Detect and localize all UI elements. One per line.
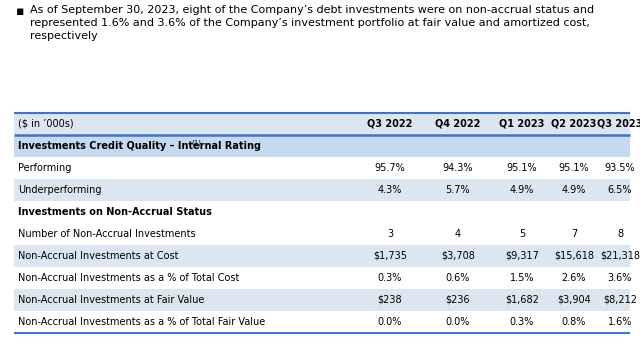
Text: 0.3%: 0.3% xyxy=(378,273,402,283)
Text: Q1 2023: Q1 2023 xyxy=(499,119,545,129)
Text: Performing: Performing xyxy=(18,163,72,173)
Text: 4.9%: 4.9% xyxy=(510,185,534,195)
Text: 1.6%: 1.6% xyxy=(608,317,632,327)
Text: 0.3%: 0.3% xyxy=(510,317,534,327)
Text: 6.5%: 6.5% xyxy=(608,185,632,195)
Text: $15,618: $15,618 xyxy=(554,251,594,261)
Text: respectively: respectively xyxy=(30,31,98,41)
Bar xyxy=(14,245,630,267)
Text: Investments Credit Quality – Internal Rating: Investments Credit Quality – Internal Ra… xyxy=(18,141,264,151)
Bar xyxy=(14,289,630,311)
Text: 5: 5 xyxy=(519,229,525,239)
Text: Non-Accrual Investments at Fair Value: Non-Accrual Investments at Fair Value xyxy=(18,295,204,305)
Text: 2.6%: 2.6% xyxy=(562,273,586,283)
Text: Q3 2022: Q3 2022 xyxy=(367,119,413,129)
Text: 8: 8 xyxy=(617,229,623,239)
Bar xyxy=(14,113,630,135)
Text: Q2 2023: Q2 2023 xyxy=(551,119,596,129)
Text: $8,212: $8,212 xyxy=(603,295,637,305)
Text: 94.3%: 94.3% xyxy=(443,163,473,173)
Text: 7: 7 xyxy=(571,229,577,239)
Text: 0.0%: 0.0% xyxy=(446,317,470,327)
Text: Q4 2022: Q4 2022 xyxy=(435,119,481,129)
Text: Investments on Non-Accrual Status: Investments on Non-Accrual Status xyxy=(18,207,212,217)
Text: 95.1%: 95.1% xyxy=(559,163,589,173)
Text: $236: $236 xyxy=(445,295,470,305)
Text: Q3 2023: Q3 2023 xyxy=(597,119,640,129)
Text: represented 1.6% and 3.6% of the Company’s investment portfolio at fair value an: represented 1.6% and 3.6% of the Company… xyxy=(30,18,590,28)
Text: Underperforming: Underperforming xyxy=(18,185,102,195)
Text: 4.9%: 4.9% xyxy=(562,185,586,195)
Text: $238: $238 xyxy=(378,295,403,305)
Text: 0.8%: 0.8% xyxy=(562,317,586,327)
Text: Non-Accrual Investments as a % of Total Cost: Non-Accrual Investments as a % of Total … xyxy=(18,273,239,283)
Text: 3: 3 xyxy=(387,229,393,239)
Text: As of September 30, 2023, eight of the Company’s debt investments were on non-ac: As of September 30, 2023, eight of the C… xyxy=(30,5,594,15)
Text: $3,708: $3,708 xyxy=(441,251,475,261)
Bar xyxy=(14,135,630,157)
Text: 93.5%: 93.5% xyxy=(605,163,636,173)
Text: Non-Accrual Investments as a % of Total Fair Value: Non-Accrual Investments as a % of Total … xyxy=(18,317,265,327)
Text: $1,682: $1,682 xyxy=(505,295,539,305)
Text: $3,904: $3,904 xyxy=(557,295,591,305)
Text: $1,735: $1,735 xyxy=(373,251,407,261)
Bar xyxy=(14,179,630,201)
Text: 5.7%: 5.7% xyxy=(445,185,470,195)
Text: 1.5%: 1.5% xyxy=(509,273,534,283)
Text: 4: 4 xyxy=(455,229,461,239)
Text: $9,317: $9,317 xyxy=(505,251,539,261)
Text: 95.7%: 95.7% xyxy=(374,163,405,173)
Text: Non-Accrual Investments at Cost: Non-Accrual Investments at Cost xyxy=(18,251,179,261)
Text: ▪: ▪ xyxy=(16,5,24,18)
Text: 3.6%: 3.6% xyxy=(608,273,632,283)
Text: Number of Non-Accrual Investments: Number of Non-Accrual Investments xyxy=(18,229,196,239)
Text: ($ in ’000s): ($ in ’000s) xyxy=(18,119,74,129)
Text: 0.6%: 0.6% xyxy=(446,273,470,283)
Text: 4.3%: 4.3% xyxy=(378,185,402,195)
Text: (1): (1) xyxy=(191,140,201,146)
Text: $21,318: $21,318 xyxy=(600,251,640,261)
Text: 0.0%: 0.0% xyxy=(378,317,402,327)
Text: 95.1%: 95.1% xyxy=(507,163,538,173)
